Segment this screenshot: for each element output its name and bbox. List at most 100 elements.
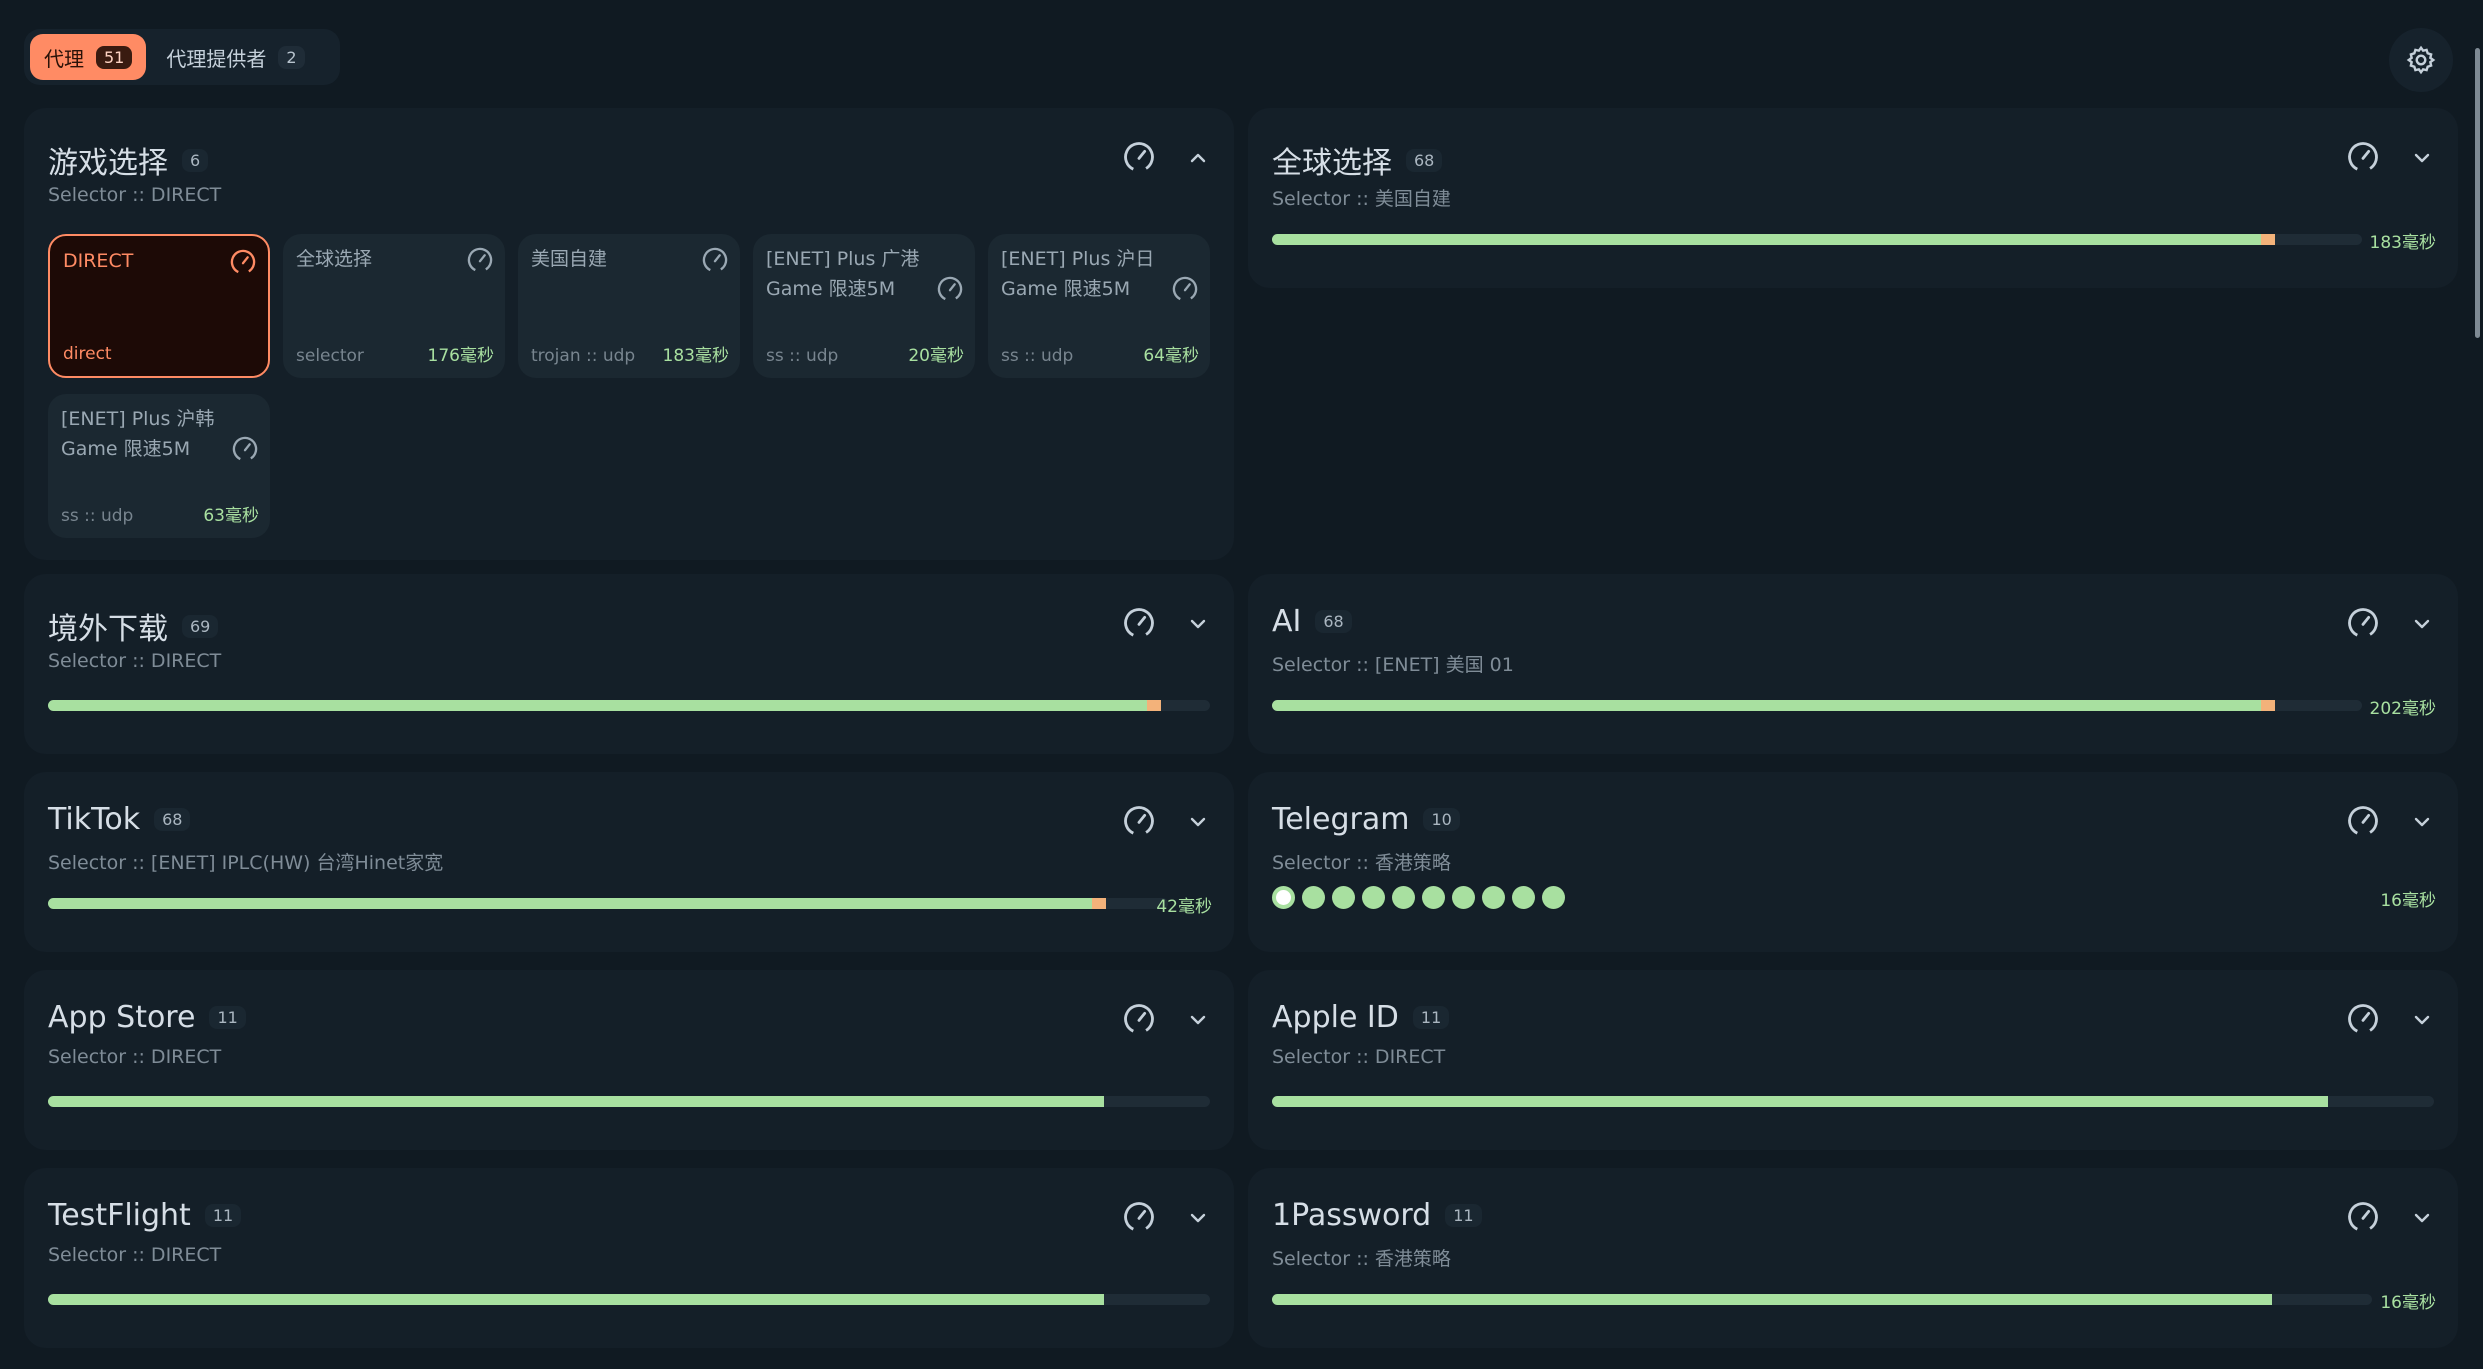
tab-proxies-count: 51 [96,45,133,69]
group-name: 全球选择 [1272,146,1392,181]
latency-bar [1272,234,2362,245]
proxy-node[interactable]: DIRECT direct [48,234,270,378]
group-latency: 16毫秒 [2380,1293,2436,1313]
proxy-node[interactable]: 美国自建 trojan :: udp 183毫秒 [518,234,740,378]
node-dot[interactable] [1332,886,1355,909]
speedometer-icon[interactable] [1122,606,1156,640]
chevron-down-icon[interactable] [2410,146,2434,170]
node-dot[interactable] [1482,886,1505,909]
group-title: 1Password 11 [1272,1198,1482,1233]
group-type: Selector :: DIRECT [1272,1046,1446,1068]
speedometer-icon[interactable] [466,246,494,274]
node-dot[interactable] [1302,886,1325,909]
node-dot[interactable] [1452,886,1475,909]
speedometer-icon[interactable] [2346,140,2380,174]
group-count: 68 [154,808,191,831]
node-type: selector [296,346,364,366]
node-name: 全球选择 [296,248,373,270]
node-name: [ENET] Plus 广港 Game 限速5M [766,248,920,300]
group-type: Selector :: 香港策略 [1272,1248,1451,1270]
chevron-down-icon[interactable] [1186,1008,1210,1032]
speedometer-icon[interactable] [2346,1200,2380,1234]
group-count: 10 [1423,808,1460,831]
speedometer-icon[interactable] [1171,275,1199,303]
proxy-node[interactable]: [ENET] Plus 沪韩 Game 限速5M ss :: udp 63毫秒 [48,394,270,538]
latency-bar [48,1294,1210,1305]
node-latency: 63毫秒 [203,506,259,526]
gear-icon [2406,45,2436,75]
speedometer-icon[interactable] [229,248,257,276]
proxy-node[interactable]: [ENET] Plus 广港 Game 限速5M ss :: udp 20毫秒 [753,234,975,378]
group-count: 69 [182,614,219,638]
group-card-overseas-download: 境外下载 69 Selector :: DIRECT [24,574,1234,754]
node-dot[interactable] [1422,886,1445,909]
scrollbar[interactable] [2475,48,2480,338]
speedometer-icon[interactable] [1122,1200,1156,1234]
group-count: 11 [1412,1006,1450,1029]
chevron-down-icon[interactable] [2410,1206,2434,1230]
group-title: AI 68 [1272,604,1352,639]
speedometer-icon[interactable] [2346,804,2380,838]
node-name: [ENET] Plus 沪韩 Game 限速5M [61,408,215,460]
node-type: ss :: udp [766,346,839,366]
group-name: TestFlight [48,1198,191,1233]
speedometer-icon[interactable] [1122,804,1156,838]
chevron-down-icon[interactable] [1186,1206,1210,1230]
speedometer-icon[interactable] [936,275,964,303]
group-name: 境外下载 [48,612,168,647]
chevron-down-icon[interactable] [2410,810,2434,834]
node-dot[interactable] [1542,886,1565,909]
group-card-app-store: App Store 11 Selector :: DIRECT [24,970,1234,1150]
chevron-down-icon[interactable] [2410,1008,2434,1032]
group-latency: 183毫秒 [2369,233,2436,253]
group-count: 68 [1315,610,1352,633]
group-name: 游戏选择 [48,146,168,181]
node-dot[interactable] [1362,886,1385,909]
chevron-down-icon[interactable] [2410,612,2434,636]
group-count: 11 [209,1006,246,1029]
tab-providers-label: 代理提供者 [166,46,267,71]
group-card-tiktok: TikTok 68 Selector :: [ENET] IPLC(HW) 台湾… [24,772,1234,952]
latency-bar [48,1096,1210,1107]
tab-proxies[interactable]: 代理 51 [30,34,147,80]
group-title: App Store 11 [48,1000,246,1035]
speedometer-icon[interactable] [231,435,259,463]
proxy-node[interactable]: 全球选择 selector 176毫秒 [283,234,505,378]
node-type: trojan :: udp [531,346,636,366]
group-latency: 42毫秒 [1156,897,1212,917]
group-type: Selector :: DIRECT [48,184,222,206]
node-dot[interactable] [1392,886,1415,909]
group-type: Selector :: 美国自建 [1272,188,1451,210]
latency-bar [48,700,1210,711]
group-name: Telegram [1272,802,1410,837]
group-card-game-select: 游戏选择 6 Selector :: DIRECT DIRECT direct … [24,108,1234,560]
group-title: 境外下载 69 [48,604,219,648]
speedometer-icon[interactable] [2346,606,2380,640]
group-name: 1Password [1272,1198,1432,1233]
tab-bar: 代理 51 代理提供者 2 [24,29,340,85]
chevron-down-icon[interactable] [1186,810,1210,834]
speedometer-icon[interactable] [1122,140,1156,174]
group-latency: 16毫秒 [2380,891,2436,911]
group-type: Selector :: DIRECT [48,650,222,672]
speedometer-icon[interactable] [1122,1002,1156,1036]
speedometer-icon[interactable] [2346,1002,2380,1036]
group-title: TestFlight 11 [48,1198,242,1233]
tab-proxies-label: 代理 [44,46,84,71]
group-latency: 202毫秒 [2369,699,2436,719]
group-title: Apple ID 11 [1272,1000,1450,1035]
node-dot[interactable] [1272,886,1295,909]
node-type: direct [63,344,112,364]
chevron-up-icon[interactable] [1186,146,1210,170]
proxy-node[interactable]: [ENET] Plus 沪日 Game 限速5M ss :: udp 64毫秒 [988,234,1210,378]
group-card-ai: AI 68 Selector :: [ENET] 美国 01 202毫秒 [1248,574,2458,754]
node-name: DIRECT [63,250,134,272]
chevron-down-icon[interactable] [1186,612,1210,636]
tab-proxy-providers[interactable]: 代理提供者 2 [152,34,318,80]
settings-button[interactable] [2389,28,2453,92]
group-type: Selector :: DIRECT [48,1244,222,1266]
group-name: Apple ID [1272,1000,1399,1035]
speedometer-icon[interactable] [701,246,729,274]
node-dot[interactable] [1512,886,1535,909]
node-latency: 183毫秒 [662,346,729,366]
